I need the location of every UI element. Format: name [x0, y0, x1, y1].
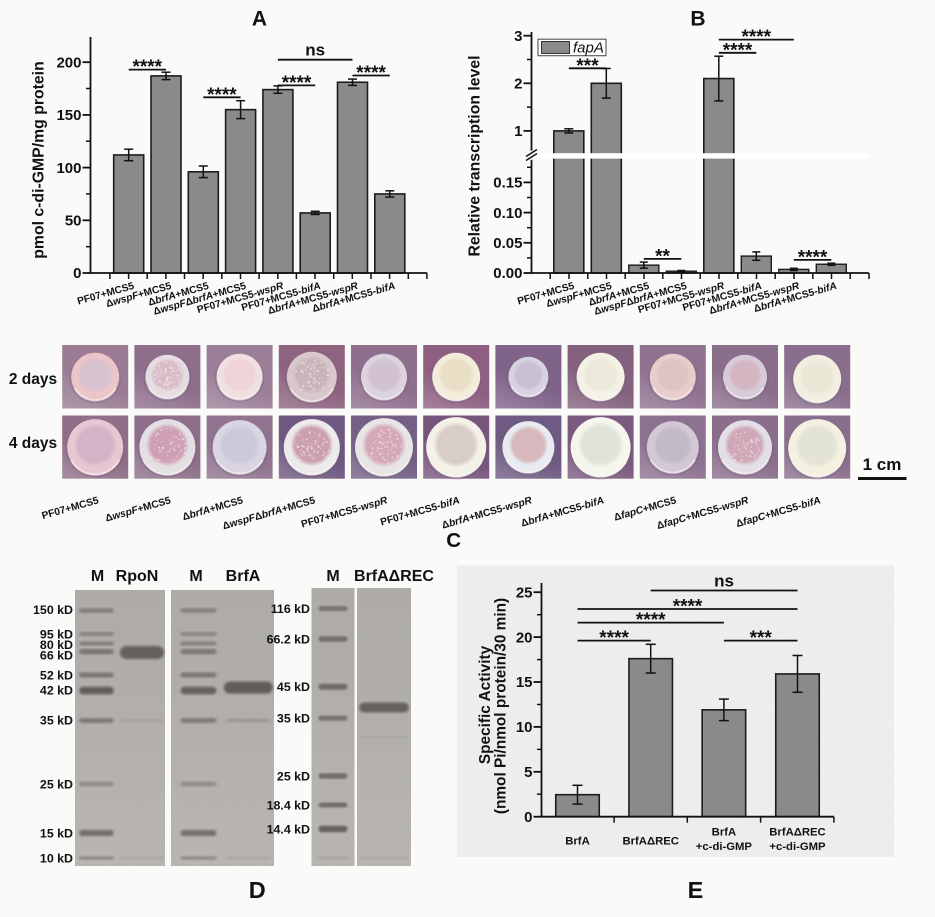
svg-text:2 days: 2 days	[9, 371, 57, 388]
svg-text:3: 3	[514, 28, 522, 45]
svg-text:BrfAΔREC: BrfAΔREC	[354, 568, 434, 585]
svg-text:35 kD: 35 kD	[40, 713, 73, 727]
svg-text:10: 10	[516, 719, 533, 736]
svg-text:150 kD: 150 kD	[33, 603, 73, 617]
svg-text:50: 50	[65, 213, 82, 230]
svg-text:****: ****	[798, 247, 828, 268]
svg-text:14.4 kD: 14.4 kD	[267, 822, 310, 836]
svg-text:fapA: fapA	[573, 40, 604, 57]
svg-text:**: **	[655, 246, 670, 267]
svg-text:RpoN: RpoN	[116, 568, 159, 585]
svg-text:25 kD: 25 kD	[40, 777, 73, 791]
svg-text:E: E	[688, 877, 704, 903]
svg-text:B: B	[690, 8, 705, 31]
svg-text:15 kD: 15 kD	[40, 826, 73, 840]
svg-text:BrfA: BrfA	[712, 827, 736, 839]
svg-text:25 kD: 25 kD	[277, 769, 310, 783]
svg-text:0: 0	[73, 265, 81, 282]
svg-text:66 kD: 66 kD	[40, 648, 73, 662]
svg-text:M: M	[326, 568, 339, 585]
svg-text:ns: ns	[305, 41, 325, 60]
svg-text:***: ***	[750, 628, 773, 649]
svg-text:****: ****	[282, 73, 312, 94]
svg-text:(nmol Pi/nmol protein/30 min): (nmol Pi/nmol protein/30 min)	[493, 598, 510, 814]
svg-text:52 kD: 52 kD	[40, 668, 73, 682]
svg-text:2: 2	[514, 76, 522, 93]
svg-text:M: M	[91, 568, 104, 585]
svg-text:****: ****	[207, 85, 237, 106]
svg-text:66.2 kD: 66.2 kD	[267, 632, 310, 646]
svg-text:****: ****	[742, 27, 772, 48]
svg-text:95 kD: 95 kD	[40, 627, 73, 641]
svg-text:+c-di-GMP: +c-di-GMP	[696, 841, 753, 853]
svg-text:0.10: 0.10	[493, 205, 522, 222]
svg-text:1 cm: 1 cm	[863, 455, 902, 474]
svg-text:35 kD: 35 kD	[277, 712, 310, 726]
svg-text:18.4 kD: 18.4 kD	[267, 798, 310, 812]
svg-text:BrfA: BrfA	[226, 568, 261, 585]
svg-text:1: 1	[514, 123, 522, 140]
svg-text:0.05: 0.05	[493, 235, 522, 252]
svg-text:ns: ns	[714, 572, 734, 591]
svg-text:0.00: 0.00	[493, 265, 522, 282]
svg-text:15: 15	[516, 674, 533, 691]
svg-text:****: ****	[599, 628, 629, 649]
svg-text:5: 5	[524, 764, 532, 781]
svg-text:****: ****	[673, 597, 703, 618]
svg-text:***: ***	[576, 56, 599, 77]
svg-text:BrfAΔREC: BrfAΔREC	[622, 836, 678, 848]
svg-text:150: 150	[56, 107, 81, 124]
svg-text:0: 0	[524, 809, 532, 826]
svg-text:A: A	[252, 8, 267, 31]
svg-text:100: 100	[56, 160, 81, 177]
svg-text:42 kD: 42 kD	[40, 683, 73, 697]
svg-text:****: ****	[723, 40, 753, 61]
svg-text:M: M	[189, 568, 202, 585]
svg-text:200: 200	[56, 54, 81, 71]
svg-text:C: C	[446, 529, 461, 552]
svg-text:BrfA: BrfA	[565, 836, 589, 848]
svg-text:4 days: 4 days	[9, 435, 57, 452]
svg-text:116 kD: 116 kD	[271, 602, 310, 616]
svg-text:****: ****	[636, 610, 666, 631]
svg-text:D: D	[249, 877, 266, 903]
svg-text:****: ****	[133, 57, 163, 78]
svg-text:0.15: 0.15	[493, 175, 522, 192]
svg-text:****: ****	[356, 63, 386, 84]
svg-text:45 kD: 45 kD	[277, 680, 310, 694]
svg-text:+c-di-GMP: +c-di-GMP	[769, 841, 826, 853]
svg-text:80 kD: 80 kD	[40, 638, 73, 652]
svg-text:pmol c-di-GMP/mg protein: pmol c-di-GMP/mg protein	[31, 61, 48, 258]
svg-text:20: 20	[516, 629, 533, 646]
svg-text:BrfAΔREC: BrfAΔREC	[769, 827, 825, 839]
svg-text:10 kD: 10 kD	[40, 851, 73, 865]
svg-text:25: 25	[516, 584, 533, 601]
svg-text:Specific Activity: Specific Activity	[477, 645, 494, 764]
svg-text:Relative transcription level: Relative transcription level	[467, 55, 484, 256]
